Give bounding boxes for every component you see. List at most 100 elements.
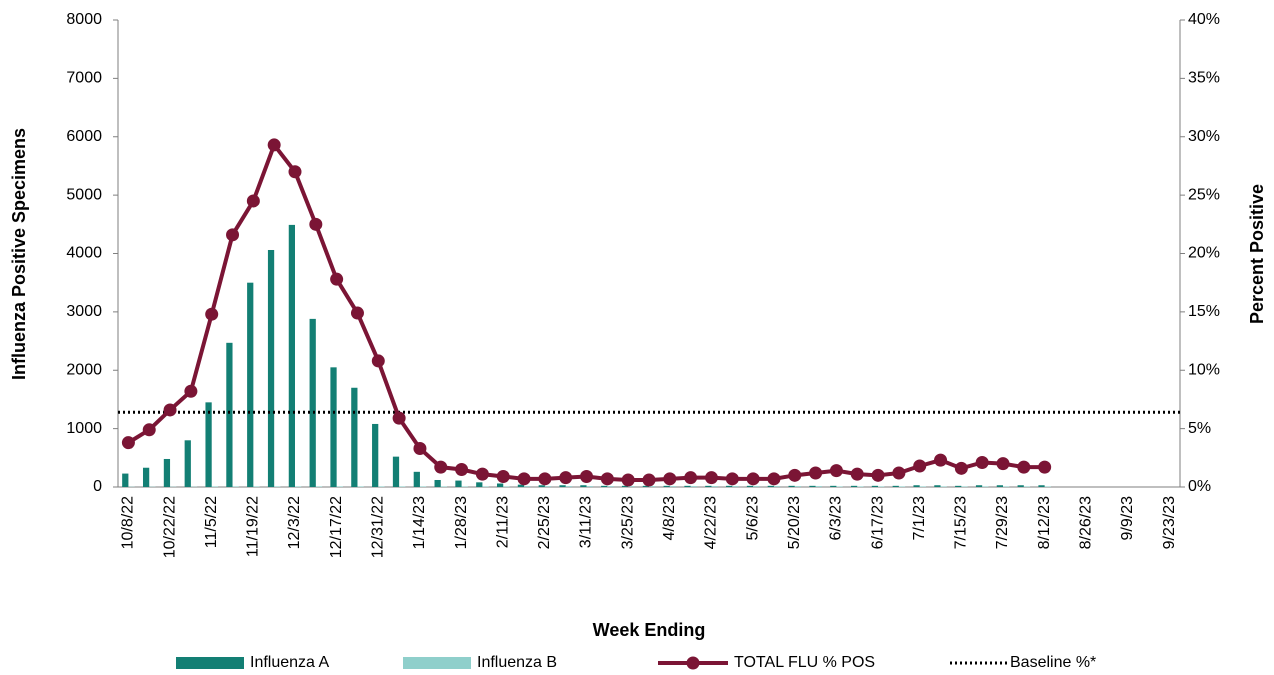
bar (586, 486, 593, 487)
bar (705, 485, 712, 487)
bar (788, 485, 795, 487)
bar (711, 486, 718, 487)
bar (392, 456, 400, 487)
bar (163, 458, 171, 487)
x-tick-label: 1/14/23 (411, 496, 428, 549)
legend-label: TOTAL FLU % POS (734, 654, 875, 671)
line-point (600, 472, 614, 486)
line-point (934, 453, 948, 467)
line-point (642, 473, 656, 487)
bar (794, 486, 802, 487)
bar (419, 486, 427, 487)
bar (1038, 485, 1045, 487)
y-tick-label: 1000 (66, 420, 102, 437)
line-point (996, 457, 1010, 471)
bar (663, 485, 670, 487)
bar (142, 467, 150, 487)
bar (476, 482, 483, 487)
bar (857, 486, 864, 487)
bar (434, 479, 441, 487)
bar (690, 486, 697, 487)
bar (913, 485, 920, 487)
line-point (850, 467, 864, 481)
line-point (704, 471, 718, 485)
bar (315, 486, 323, 487)
line-point (559, 471, 573, 485)
y-axis-title: Influenza Positive Specimens (9, 128, 29, 380)
line-point (954, 461, 968, 475)
line-point (809, 466, 823, 480)
x-tick-label: 8/26/23 (1078, 496, 1095, 549)
y2-tick-label: 15% (1188, 303, 1220, 320)
bar (440, 486, 448, 487)
y2-tick-label: 0% (1188, 478, 1211, 495)
x-axis-title: Week Ending (593, 620, 706, 640)
line-point (1017, 460, 1031, 474)
x-tick-label: 12/17/22 (328, 496, 345, 558)
line-point (142, 423, 156, 437)
x-tick-label: 7/1/23 (911, 496, 928, 541)
bar (413, 471, 420, 487)
bar (601, 485, 608, 487)
line-point (767, 472, 781, 486)
x-tick-label: 2/25/23 (536, 496, 553, 549)
bar (253, 486, 260, 487)
y-tick-label: 3000 (66, 303, 102, 320)
bar (288, 224, 295, 488)
bar (330, 367, 337, 487)
bar (934, 485, 941, 487)
bar (982, 486, 989, 487)
line-point (246, 194, 260, 208)
bar (871, 485, 879, 487)
line-point (1038, 460, 1052, 474)
line-point (288, 165, 302, 179)
y-tick-label: 6000 (66, 128, 102, 145)
bar (898, 486, 906, 487)
legend-swatch (686, 656, 700, 670)
bar (621, 485, 629, 487)
line-point (975, 455, 989, 469)
line-point (538, 472, 552, 486)
bar (642, 485, 649, 487)
x-tick-label: 4/8/23 (661, 496, 678, 541)
bar (753, 486, 760, 487)
bar (247, 282, 254, 487)
bar (1003, 486, 1010, 487)
line-point (434, 460, 448, 474)
y2-tick-label: 5% (1188, 420, 1211, 437)
bar (669, 486, 677, 487)
x-tick-label: 9/9/23 (1119, 496, 1136, 541)
x-tick-label: 5/20/23 (786, 496, 803, 549)
bar (267, 249, 275, 487)
bar (184, 440, 191, 487)
y2-tick-label: 20% (1188, 245, 1220, 262)
bar (746, 485, 754, 487)
x-tick-label: 10/8/22 (120, 496, 137, 549)
bar (961, 486, 968, 487)
bar (940, 486, 947, 487)
line-point (684, 471, 698, 485)
bar (524, 486, 531, 487)
line-point (788, 468, 802, 482)
bar (378, 486, 385, 487)
bar (836, 486, 843, 487)
bar (830, 485, 837, 487)
bar (684, 485, 691, 487)
bar (399, 486, 406, 487)
bar (336, 486, 343, 487)
line-point (663, 472, 677, 486)
x-tick-label: 11/5/22 (203, 496, 220, 548)
line-point (475, 467, 489, 481)
legend-label: Influenza B (477, 654, 557, 671)
line-point (892, 466, 906, 480)
line-point (121, 436, 135, 450)
x-tick-label: 12/31/22 (370, 496, 387, 558)
y2-tick-label: 25% (1188, 186, 1220, 203)
bar (878, 486, 885, 487)
bar (295, 486, 302, 487)
bar (975, 485, 983, 487)
x-tick-label: 12/3/22 (286, 496, 303, 549)
line-point (205, 307, 219, 321)
bar (892, 485, 899, 487)
x-tick-label: 10/22/22 (161, 496, 178, 558)
